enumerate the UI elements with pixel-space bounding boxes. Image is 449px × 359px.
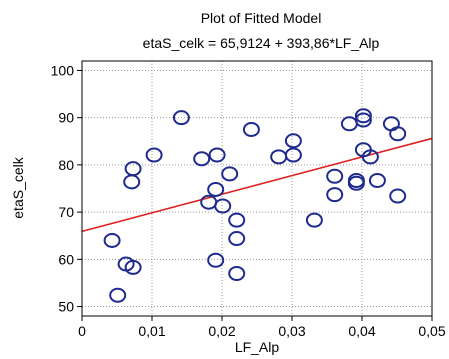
fitted-line (81, 137, 433, 233)
y-tick-label: 90 (58, 110, 74, 126)
x-tick-label: 0,03 (278, 323, 305, 339)
data-point (207, 181, 225, 197)
data-point (145, 147, 163, 163)
y-tick-label: 60 (58, 251, 74, 267)
data-point (389, 126, 407, 142)
data-point (193, 151, 211, 167)
chart-title: Plot of Fitted Model (201, 10, 322, 26)
data-point (228, 212, 246, 228)
y-tick-label: 80 (58, 157, 74, 173)
data-point (354, 108, 372, 124)
x-tick-label: 0,01 (138, 323, 165, 339)
y-tick-label: 50 (58, 299, 74, 315)
data-point (284, 133, 302, 149)
data-point (221, 166, 239, 182)
x-tick-label: 0 (78, 323, 86, 339)
data-point (368, 172, 386, 188)
data-point (123, 174, 141, 190)
plot-area (82, 61, 432, 316)
plot-frame (81, 60, 433, 317)
chart-subtitle: etaS_celk = 65,9124 + 393,86*LF_Alp (143, 35, 380, 51)
data-point (326, 187, 344, 203)
y-axis-label: etaS_celk (10, 156, 26, 218)
x-tick-label: 0,05 (418, 323, 445, 339)
axes-layer: 0 0,01 0,02 0,03 0,04 0,05 50 60 70 80 90 100 (51, 60, 446, 339)
y-tick-label: 100 (51, 62, 75, 78)
data-point (109, 287, 127, 303)
points-layer (103, 108, 407, 303)
x-axis-label: LF_Alp (235, 339, 280, 355)
data-point (172, 110, 190, 126)
data-point (284, 147, 302, 163)
data-point (242, 121, 260, 137)
data-point (214, 198, 232, 214)
data-point (208, 147, 226, 163)
data-point (207, 252, 225, 268)
fit-line-layer (81, 137, 433, 233)
data-point (103, 232, 121, 248)
x-tick-label: 0,02 (208, 323, 235, 339)
x-tick-label: 0,04 (348, 323, 375, 339)
data-point (361, 149, 379, 165)
data-point (389, 188, 407, 204)
data-point (354, 112, 372, 128)
data-point (228, 231, 246, 247)
data-point (326, 168, 344, 184)
data-point (228, 266, 246, 281)
data-point (347, 175, 365, 191)
y-tick-label: 70 (58, 204, 74, 220)
data-point (305, 212, 323, 228)
data-point (124, 259, 142, 275)
